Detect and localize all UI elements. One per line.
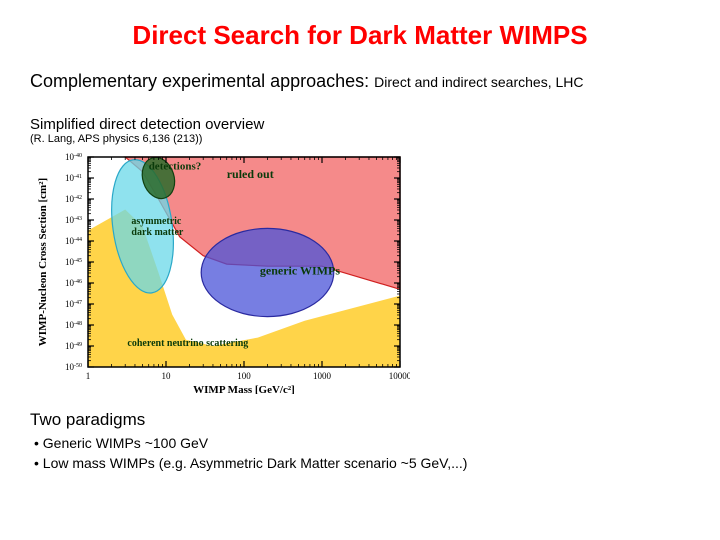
paradigms-bullets: • Generic WIMPs ~100 GeV• Low mass WIMPs…	[30, 434, 690, 473]
page-title: Direct Search for Dark Matter WIMPS	[30, 20, 690, 51]
svg-text:100: 100	[237, 371, 251, 381]
paradigms-label: Two paradigms	[30, 410, 690, 430]
svg-text:generic WIMPs: generic WIMPs	[260, 264, 340, 278]
svg-text:10-49: 10-49	[65, 341, 82, 351]
chart-svg: ruled out coherent neutrino scattering asy…	[30, 149, 410, 394]
svg-text:10-50: 10-50	[65, 362, 82, 372]
svg-text:10000: 10000	[389, 371, 410, 381]
svg-text:WIMP Mass [GeV/c²]: WIMP Mass [GeV/c²]	[193, 384, 295, 394]
svg-text:10-45: 10-45	[65, 257, 82, 267]
bullet-item: • Generic WIMPs ~100 GeV	[34, 434, 690, 454]
overview-label: Simplified direct detection overview	[30, 116, 690, 133]
svg-text:10-46: 10-46	[65, 278, 82, 288]
svg-text:1: 1	[86, 371, 91, 381]
subtitle-row: Complementary experimental approaches: D…	[30, 71, 690, 92]
svg-text:ruled out: ruled out	[227, 167, 274, 181]
svg-text:10-48: 10-48	[65, 320, 82, 330]
svg-text:WIMP-Nucleon Cross Section [cm: WIMP-Nucleon Cross Section [cm²]	[37, 178, 49, 346]
svg-text:dark matter: dark matter	[131, 227, 183, 238]
wimp-chart: ruled out coherent neutrino scattering asy…	[30, 149, 410, 394]
svg-text:10-47: 10-47	[65, 299, 82, 309]
svg-text:1000: 1000	[313, 371, 332, 381]
svg-text:10-44: 10-44	[65, 236, 82, 246]
svg-text:10: 10	[162, 371, 172, 381]
svg-text:10-40: 10-40	[65, 152, 82, 162]
subtitle-main: Complementary experimental approaches:	[30, 71, 374, 91]
bullet-item: • Low mass WIMPs (e.g. Asymmetric Dark M…	[34, 454, 690, 474]
svg-text:10-41: 10-41	[65, 173, 82, 183]
svg-text:asymmetric: asymmetric	[131, 216, 182, 227]
subtitle-sub: Direct and indirect searches, LHC	[374, 74, 583, 90]
svg-text:10-42: 10-42	[65, 194, 82, 204]
svg-text:detections?: detections?	[149, 161, 202, 173]
citation: (R. Lang, APS physics 6,136 (213))	[30, 133, 690, 145]
svg-text:10-43: 10-43	[65, 215, 82, 225]
svg-text:coherent neutrino scattering: coherent neutrino scattering	[127, 338, 248, 349]
